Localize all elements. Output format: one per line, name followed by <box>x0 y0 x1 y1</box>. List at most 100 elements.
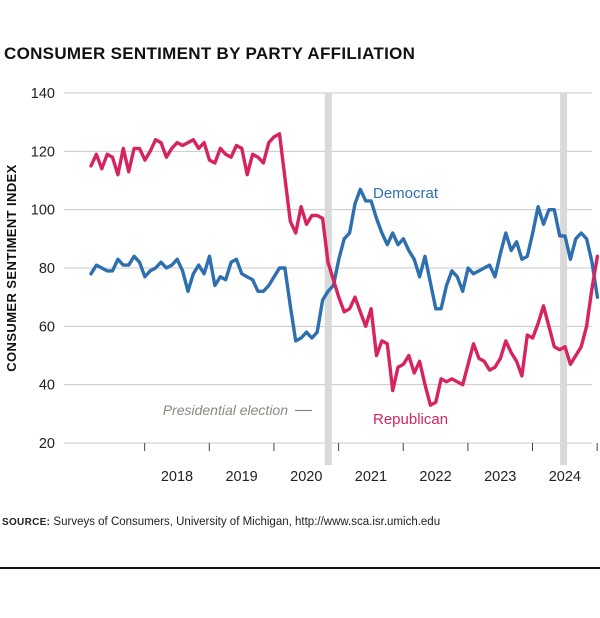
source-text: Surveys of Consumers, University of Mich… <box>53 516 441 528</box>
republican-point-58 <box>402 363 405 366</box>
republican-point-48 <box>348 307 351 310</box>
democrat-point-3 <box>106 269 109 272</box>
republican-point-61 <box>418 360 421 363</box>
republican-point-63 <box>429 404 432 407</box>
republican-point-70 <box>467 363 470 366</box>
democrat-point-44 <box>326 290 329 293</box>
democrat-point-40 <box>305 331 308 334</box>
republican-point-69 <box>461 383 464 386</box>
democrat-point-72 <box>477 269 480 272</box>
democrat-point-6 <box>122 264 125 267</box>
republican-point-49 <box>353 296 356 299</box>
x-tick-label-2022: 2022 <box>419 469 451 485</box>
republican-point-9 <box>138 147 141 150</box>
republican-point-50 <box>359 310 362 313</box>
republican-point-64 <box>434 401 437 404</box>
democrat-point-50 <box>359 188 362 191</box>
republican-point-65 <box>440 377 443 380</box>
democrat-point-65 <box>440 307 443 310</box>
republican-point-42 <box>316 214 319 217</box>
republican-point-85 <box>547 325 550 328</box>
democrat-point-20 <box>197 264 200 267</box>
republican-point-68 <box>456 380 459 383</box>
democrat-point-38 <box>294 339 297 342</box>
republican-point-13 <box>159 141 162 144</box>
democrat-point-14 <box>165 266 168 269</box>
x-tick-label-2019: 2019 <box>225 469 257 485</box>
republican-point-44 <box>326 261 329 264</box>
democrat-point-66 <box>445 284 448 287</box>
democrat-point-69 <box>461 290 464 293</box>
republican-point-12 <box>154 138 157 141</box>
republican-point-2 <box>100 167 103 170</box>
democrat-point-61 <box>418 275 421 278</box>
democrat-point-68 <box>456 275 459 278</box>
democrat-point-26 <box>230 261 233 264</box>
republican-point-43 <box>321 217 324 220</box>
republican-point-25 <box>224 153 227 156</box>
x-tick-label-2021: 2021 <box>355 469 387 485</box>
democrat-point-2 <box>100 266 103 269</box>
democrat-point-86 <box>553 208 556 211</box>
democrat-point-73 <box>483 266 486 269</box>
republican-point-62 <box>423 383 426 386</box>
democrat-series-label: Democrat <box>373 185 439 202</box>
democrat-point-94 <box>596 296 599 299</box>
republican-point-0 <box>89 164 92 167</box>
republican-point-80 <box>520 374 523 377</box>
republican-point-23 <box>213 161 216 164</box>
republican-point-46 <box>337 296 340 299</box>
republican-point-8 <box>133 147 136 150</box>
y-tick-label-40: 40 <box>39 378 55 394</box>
democrat-point-39 <box>300 336 303 339</box>
republican-series-label: Republican <box>373 411 448 428</box>
republican-point-74 <box>488 369 491 372</box>
republican-point-55 <box>386 342 389 345</box>
democrat-point-79 <box>515 240 518 243</box>
y-tick-label-120: 120 <box>31 144 55 160</box>
democrat-point-77 <box>504 231 507 234</box>
republican-point-77 <box>504 339 507 342</box>
republican-point-94 <box>596 255 599 258</box>
democrat-point-60 <box>413 258 416 261</box>
y-axis-label: CONSUMER SENTIMENT INDEX <box>4 164 19 372</box>
democrat-point-46 <box>337 258 340 261</box>
democrat-point-28 <box>240 272 243 275</box>
democrat-point-51 <box>364 199 367 202</box>
y-tick-label-20: 20 <box>39 436 55 452</box>
republican-point-82 <box>531 336 534 339</box>
democrat-point-67 <box>450 269 453 272</box>
republican-point-5 <box>116 173 119 176</box>
republican-point-87 <box>558 348 561 351</box>
republican-point-90 <box>574 354 577 357</box>
republican-point-35 <box>278 132 281 135</box>
democrat-point-93 <box>590 261 593 264</box>
democrat-point-75 <box>493 275 496 278</box>
democrat-point-83 <box>537 205 540 208</box>
democrat-point-24 <box>219 275 222 278</box>
y-tick-label-100: 100 <box>31 203 55 219</box>
democrat-point-1 <box>95 264 98 267</box>
source-note: Source: Surveys of Consumers, University… <box>2 516 440 528</box>
democrat-point-74 <box>488 264 491 267</box>
republican-point-73 <box>483 360 486 363</box>
election-marker-2 <box>560 93 568 465</box>
democrat-point-55 <box>386 243 389 246</box>
source-label: Source: <box>2 517 51 528</box>
democrat-point-4 <box>111 269 114 272</box>
republican-point-47 <box>343 310 346 313</box>
democrat-point-11 <box>149 269 152 272</box>
republican-point-14 <box>165 156 168 159</box>
democrat-point-22 <box>208 255 211 258</box>
chart-title: CONSUMER SENTIMENT BY PARTY AFFILIATION <box>4 44 416 63</box>
democrat-point-76 <box>499 252 502 255</box>
republican-point-52 <box>370 307 373 310</box>
x-tick-label-2020: 2020 <box>290 469 322 485</box>
democrat-point-92 <box>585 237 588 240</box>
bottom-rule <box>0 567 600 569</box>
democrat-point-48 <box>348 231 351 234</box>
democrat-point-43 <box>321 299 324 302</box>
republican-point-91 <box>580 345 583 348</box>
republican-point-37 <box>289 220 292 223</box>
republican-point-30 <box>251 153 254 156</box>
